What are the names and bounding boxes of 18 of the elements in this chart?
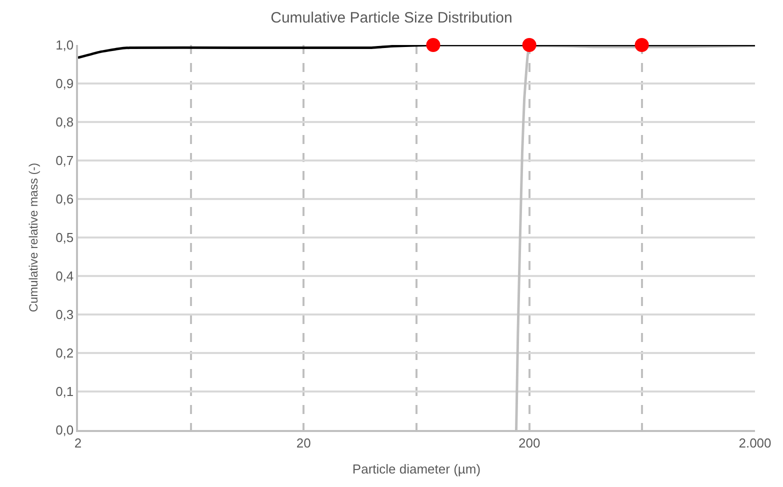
y-axis-title: Cumulative relative mass (-) [26, 162, 40, 312]
y-tick-label: 0,6 [56, 192, 74, 207]
y-tick-label: 0,7 [56, 153, 74, 168]
y-tick-label: 0,9 [56, 76, 74, 92]
y-tick-label: 1,0 [56, 38, 74, 53]
x-axis-title: Particle diameter (µm) [352, 461, 481, 476]
x-tick-label: 2 [74, 435, 82, 450]
y-tick-label: 0,4 [56, 268, 74, 284]
y-tick-label: 0,8 [56, 114, 74, 130]
y-tick-label: 0,0 [56, 422, 74, 438]
x-tick-label: 200 [518, 435, 540, 450]
x-tick-label: 20 [296, 435, 311, 450]
y-tick-label: 0,5 [56, 230, 74, 246]
chart-title: Cumulative Particle Size Distribution [270, 10, 512, 27]
y-tick-label: 0,3 [56, 307, 74, 322]
y-tick-label: 0,2 [56, 346, 74, 361]
y-tick-label: 0,1 [56, 384, 74, 400]
x-tick-label: 2.000 [738, 435, 772, 450]
